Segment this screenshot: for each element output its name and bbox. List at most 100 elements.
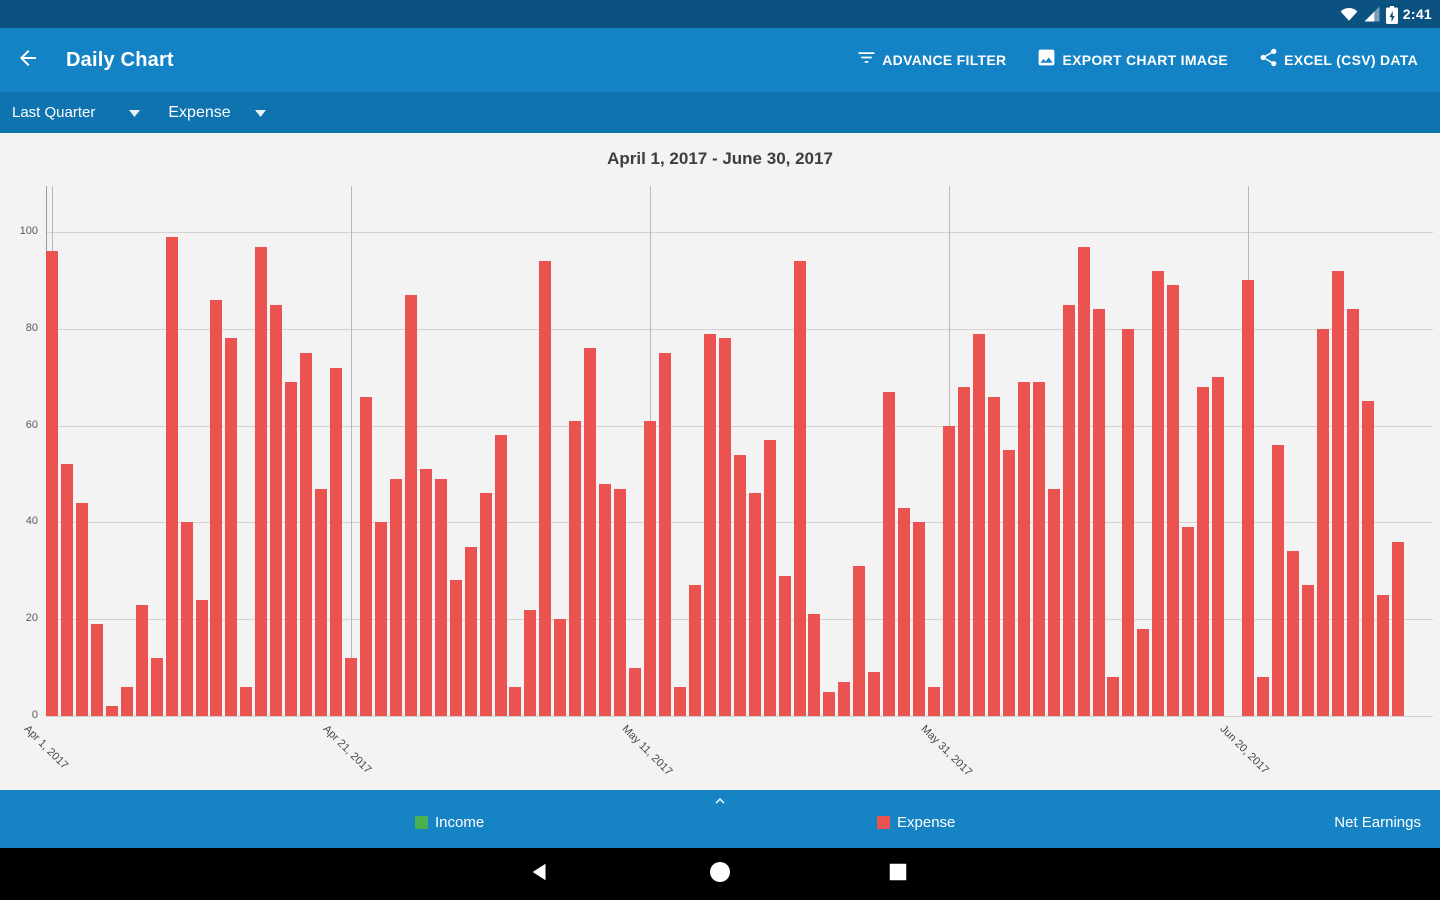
expense-bar[interactable]	[1271, 444, 1284, 716]
expense-bar[interactable]	[389, 478, 402, 716]
expense-bar[interactable]	[105, 706, 118, 716]
expense-bar[interactable]	[703, 333, 716, 716]
expense-bar[interactable]	[1092, 309, 1105, 716]
expense-bar[interactable]	[793, 261, 806, 716]
expense-bar[interactable]	[614, 488, 627, 716]
expense-bar[interactable]	[255, 246, 268, 716]
expense-bar[interactable]	[1391, 541, 1404, 716]
expense-bar[interactable]	[120, 686, 133, 716]
expense-bar[interactable]	[1167, 285, 1180, 716]
expense-bar[interactable]	[868, 672, 881, 716]
expense-bar[interactable]	[1361, 401, 1374, 716]
expense-bar[interactable]	[150, 657, 163, 716]
expense-bar[interactable]	[748, 493, 761, 716]
expense-bar[interactable]	[75, 503, 88, 716]
expense-bar[interactable]	[1047, 488, 1060, 716]
expense-bar[interactable]	[599, 483, 612, 716]
expense-bar[interactable]	[718, 338, 731, 716]
expense-bar[interactable]	[778, 575, 791, 716]
expense-bar[interactable]	[1376, 595, 1389, 716]
expense-bar[interactable]	[1062, 304, 1075, 716]
expense-bar[interactable]	[1346, 309, 1359, 716]
expense-bar[interactable]	[539, 261, 552, 716]
expense-bar[interactable]	[569, 420, 582, 716]
expense-bar[interactable]	[1032, 382, 1045, 716]
expense-bar[interactable]	[1002, 449, 1015, 716]
expense-bar[interactable]	[1316, 328, 1329, 716]
nav-home-button[interactable]	[684, 848, 756, 900]
expense-bar[interactable]	[494, 435, 507, 716]
back-button[interactable]	[0, 28, 56, 92]
expense-bar[interactable]	[479, 493, 492, 716]
expense-bar[interactable]	[1212, 377, 1225, 716]
expense-bar[interactable]	[449, 580, 462, 716]
expense-bar[interactable]	[1017, 382, 1030, 716]
expense-bar[interactable]	[434, 478, 447, 716]
expense-bar[interactable]	[509, 686, 522, 716]
expense-bar[interactable]	[957, 386, 970, 716]
expense-bar[interactable]	[225, 338, 238, 716]
expense-bar[interactable]	[359, 396, 372, 716]
period-dropdown[interactable]: Last Quarter	[12, 104, 141, 122]
expense-bar[interactable]	[808, 614, 821, 716]
expense-bar[interactable]	[60, 464, 73, 716]
expense-bar[interactable]	[629, 667, 642, 716]
expense-bar[interactable]	[90, 624, 103, 716]
export-chart-image-button[interactable]: EXPORT CHART IMAGE	[1036, 47, 1228, 73]
expense-bar[interactable]	[165, 236, 178, 716]
expense-bar[interactable]	[733, 454, 746, 716]
nav-recents-button[interactable]	[862, 848, 934, 900]
expense-bar[interactable]	[210, 299, 223, 716]
expense-bar[interactable]	[673, 686, 686, 716]
expense-bar[interactable]	[300, 353, 313, 716]
expand-panel-button[interactable]	[709, 792, 731, 810]
expense-bar[interactable]	[285, 382, 298, 716]
expense-bar[interactable]	[913, 522, 926, 716]
expense-bar[interactable]	[823, 691, 836, 716]
expense-bar[interactable]	[195, 599, 208, 716]
expense-bar[interactable]	[1137, 628, 1150, 716]
expense-bar[interactable]	[883, 391, 896, 716]
nav-back-button[interactable]	[504, 848, 576, 900]
expense-bar[interactable]	[345, 657, 357, 716]
expense-bar[interactable]	[330, 367, 343, 716]
expense-bar[interactable]	[928, 686, 941, 716]
expense-bar[interactable]	[584, 348, 597, 716]
expense-bar[interactable]	[1197, 386, 1210, 716]
expense-bar[interactable]	[524, 609, 537, 716]
expense-bar[interactable]	[987, 396, 1000, 716]
expense-bar[interactable]	[1107, 677, 1120, 716]
expense-bar[interactable]	[644, 420, 656, 716]
expense-bar[interactable]	[374, 522, 387, 716]
expense-bar[interactable]	[943, 425, 955, 716]
expense-bar[interactable]	[1122, 328, 1135, 716]
expense-bar[interactable]	[898, 507, 911, 716]
expense-bar[interactable]	[1182, 527, 1195, 716]
expense-bar[interactable]	[1256, 677, 1269, 716]
expense-bar[interactable]	[972, 333, 985, 716]
type-dropdown[interactable]: Expense	[168, 104, 266, 122]
expense-bar[interactable]	[240, 686, 253, 716]
expense-bar[interactable]	[315, 488, 328, 716]
excel-csv-data-button[interactable]: EXCEL (CSV) DATA	[1258, 47, 1418, 73]
expense-bar[interactable]	[135, 604, 148, 716]
expense-bar[interactable]	[1301, 585, 1314, 716]
expense-bar[interactable]	[1152, 270, 1165, 716]
expense-bar[interactable]	[180, 522, 193, 716]
expense-bar[interactable]	[554, 619, 567, 716]
advance-filter-button[interactable]: ADVANCE FILTER	[856, 47, 1006, 73]
expense-bar[interactable]	[46, 251, 58, 716]
expense-bar[interactable]	[1331, 270, 1344, 716]
expense-bar[interactable]	[853, 565, 866, 716]
expense-bar[interactable]	[658, 353, 671, 716]
expense-bar[interactable]	[270, 304, 283, 716]
expense-bar[interactable]	[404, 294, 417, 716]
expense-bar[interactable]	[838, 682, 851, 716]
expense-bar[interactable]	[1286, 551, 1299, 716]
expense-bar[interactable]	[1077, 246, 1090, 716]
expense-bar[interactable]	[688, 585, 701, 716]
expense-bar[interactable]	[419, 469, 432, 716]
expense-bar[interactable]	[1242, 280, 1254, 716]
expense-bar[interactable]	[763, 440, 776, 716]
expense-bar[interactable]	[464, 546, 477, 716]
